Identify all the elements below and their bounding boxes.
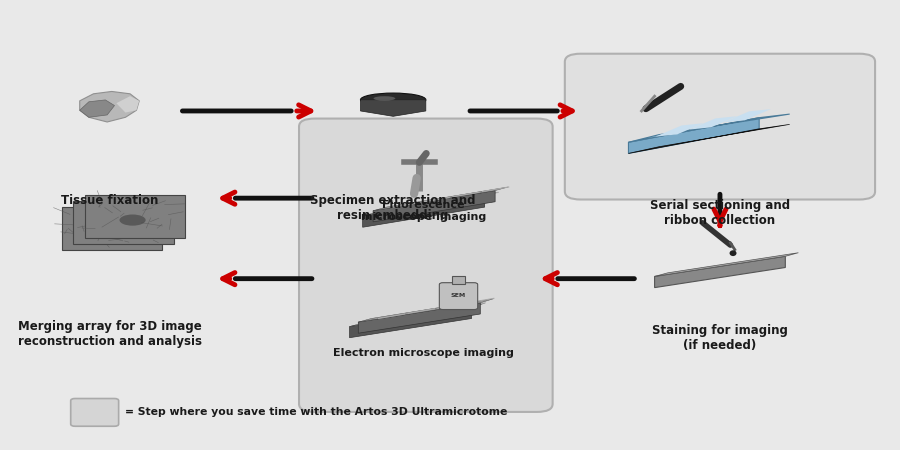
Text: Serial sectioning and
ribbon collection: Serial sectioning and ribbon collection	[650, 199, 790, 227]
Text: Tissue fixation: Tissue fixation	[61, 194, 158, 207]
Polygon shape	[349, 303, 485, 327]
Text: Fluorescence
microscope imaging: Fluorescence microscope imaging	[361, 200, 486, 222]
Polygon shape	[689, 116, 737, 130]
FancyBboxPatch shape	[565, 54, 875, 199]
FancyBboxPatch shape	[299, 118, 553, 412]
Polygon shape	[628, 114, 789, 142]
Polygon shape	[654, 256, 786, 288]
FancyBboxPatch shape	[71, 399, 119, 426]
Polygon shape	[80, 100, 114, 117]
Polygon shape	[358, 303, 481, 333]
Polygon shape	[361, 100, 426, 116]
Polygon shape	[628, 117, 760, 153]
Polygon shape	[363, 196, 485, 227]
Polygon shape	[628, 124, 789, 153]
Polygon shape	[374, 190, 495, 222]
Polygon shape	[349, 307, 472, 338]
Bar	[73, 201, 174, 244]
Ellipse shape	[120, 215, 146, 225]
Ellipse shape	[730, 250, 736, 256]
Text: Staining for imaging
(if needed): Staining for imaging (if needed)	[652, 324, 788, 352]
Text: = Step where you save time with the Artos 3D Ultramicrotome: = Step where you save time with the Arto…	[125, 407, 507, 418]
Text: Specimen extraction and
resin embedding: Specimen extraction and resin embedding	[310, 194, 476, 222]
FancyBboxPatch shape	[452, 276, 465, 284]
Text: Electron microscope imaging: Electron microscope imaging	[333, 348, 514, 358]
FancyBboxPatch shape	[439, 283, 478, 310]
Polygon shape	[723, 109, 771, 122]
Polygon shape	[654, 253, 798, 276]
Bar	[85, 195, 184, 238]
Polygon shape	[363, 192, 498, 216]
Polygon shape	[358, 299, 493, 322]
Polygon shape	[80, 91, 140, 122]
Ellipse shape	[361, 93, 426, 107]
Text: SEM: SEM	[451, 293, 466, 298]
Ellipse shape	[374, 96, 395, 101]
Polygon shape	[374, 187, 508, 211]
Polygon shape	[655, 123, 704, 137]
Bar	[62, 207, 162, 250]
Polygon shape	[116, 96, 140, 112]
Text: Merging array for 3D image
reconstruction and analysis: Merging array for 3D image reconstructio…	[18, 320, 202, 348]
